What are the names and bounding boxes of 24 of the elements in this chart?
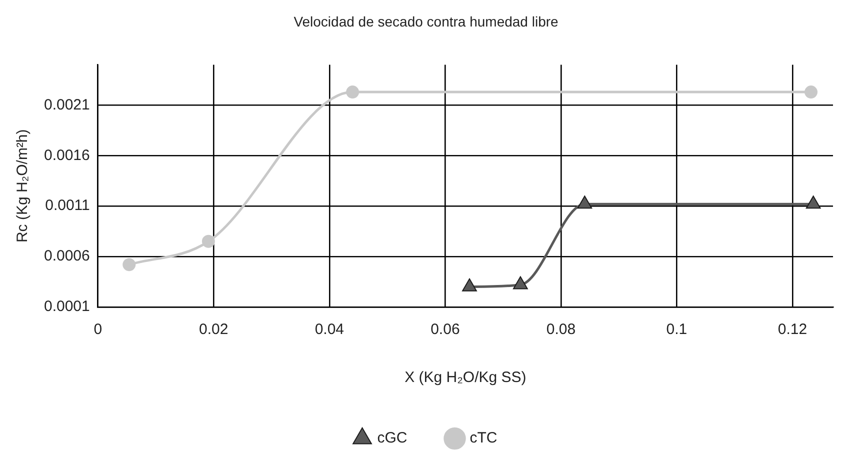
point bbox=[804, 86, 818, 99]
legend-label: cGC bbox=[377, 430, 408, 447]
x-tick-label: 0.12 bbox=[778, 321, 808, 338]
point bbox=[462, 278, 477, 292]
point bbox=[202, 234, 215, 248]
x-tick-label: 0.02 bbox=[199, 321, 228, 338]
point bbox=[346, 86, 360, 99]
chart-title: Velocidad de secado contra humedad libre bbox=[294, 13, 559, 30]
y-tick-label: 0.0021 bbox=[44, 96, 90, 114]
x-tick-label: 0 bbox=[94, 321, 102, 338]
y-tick-label: 0.0006 bbox=[44, 248, 90, 265]
y-axis-title: Rc (Kg H₂O/m²h) bbox=[14, 129, 32, 243]
point bbox=[513, 276, 528, 290]
legend-label: cTC bbox=[470, 430, 498, 447]
y-tick-label: 0.0001 bbox=[44, 298, 90, 316]
y-tick-label: 0.0011 bbox=[45, 197, 90, 214]
x-tick-label: 0.06 bbox=[430, 321, 460, 338]
point bbox=[806, 196, 821, 209]
y-tick-label: 0.0016 bbox=[44, 146, 90, 164]
x-axis-title: X (Kg H₂O/Kg SS) bbox=[404, 369, 526, 386]
x-tick-label: 0.08 bbox=[546, 321, 576, 338]
point bbox=[577, 196, 592, 209]
x-tick-label: 0.04 bbox=[314, 321, 344, 338]
x-tick-label: 0.1 bbox=[666, 321, 688, 338]
